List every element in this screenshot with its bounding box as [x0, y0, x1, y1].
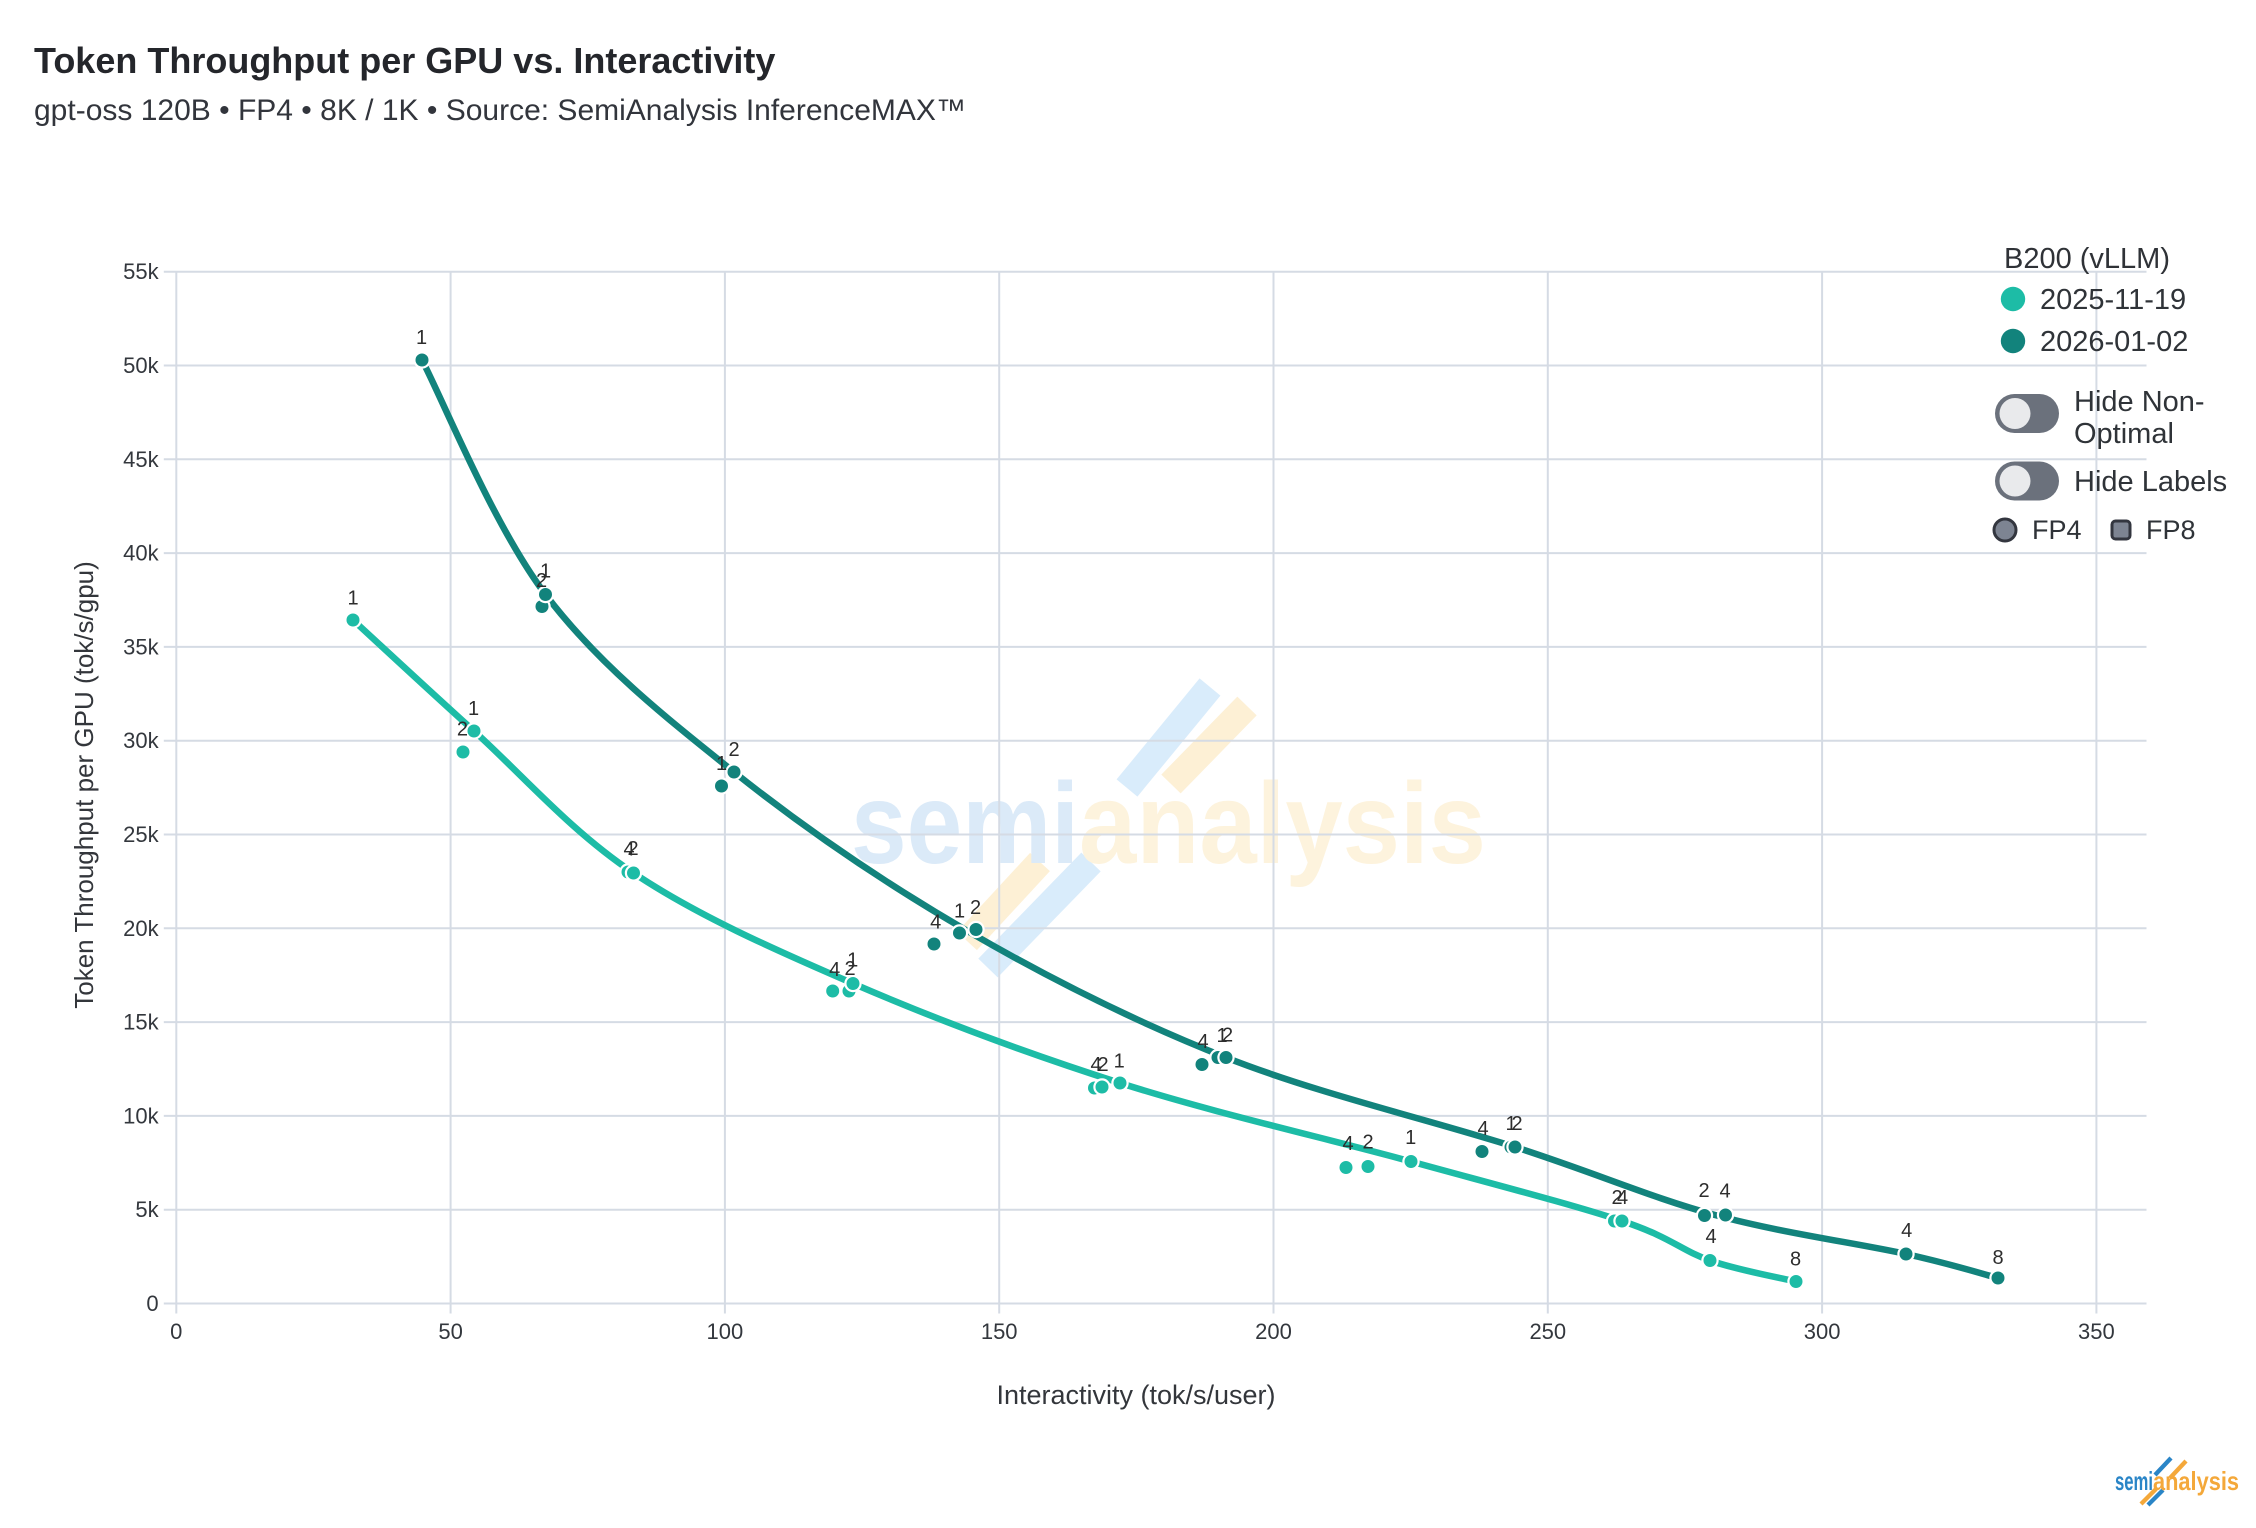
svg-text:50: 50 — [438, 1319, 462, 1344]
svg-text:2: 2 — [1222, 1025, 1233, 1047]
svg-text:FP4: FP4 — [2032, 515, 2082, 545]
svg-text:2: 2 — [970, 897, 981, 919]
svg-text:2026-01-02: 2026-01-02 — [2040, 326, 2188, 358]
svg-text:100: 100 — [707, 1319, 744, 1344]
svg-text:350: 350 — [2078, 1319, 2115, 1344]
svg-text:analysis: analysis — [1079, 760, 1486, 888]
svg-text:Token Throughput per GPU vs. I: Token Throughput per GPU vs. Interactivi… — [34, 40, 775, 81]
svg-text:20k: 20k — [123, 916, 159, 941]
svg-text:B200 (vLLM): B200 (vLLM) — [2004, 243, 2170, 275]
svg-text:1: 1 — [540, 561, 551, 583]
svg-text:1: 1 — [716, 753, 727, 775]
svg-text:15k: 15k — [123, 1010, 159, 1035]
svg-text:semi: semi — [2115, 1466, 2153, 1496]
svg-text:55k: 55k — [123, 259, 159, 284]
svg-text:10k: 10k — [123, 1103, 159, 1128]
svg-text:4: 4 — [1477, 1118, 1488, 1140]
svg-text:2: 2 — [536, 570, 547, 592]
svg-text:4: 4 — [1901, 1220, 1912, 1242]
svg-text:1: 1 — [416, 327, 427, 349]
svg-text:Hide Non-: Hide Non- — [2074, 386, 2205, 418]
svg-text:Hide Labels: Hide Labels — [2074, 466, 2227, 498]
svg-text:4: 4 — [1705, 1226, 1716, 1248]
svg-text:8: 8 — [1790, 1249, 1801, 1271]
svg-text:4: 4 — [623, 839, 634, 861]
svg-text:4: 4 — [829, 959, 840, 981]
svg-text:8: 8 — [1992, 1247, 2003, 1269]
svg-text:1: 1 — [1114, 1051, 1125, 1073]
svg-text:2: 2 — [1362, 1132, 1373, 1154]
svg-text:150: 150 — [981, 1319, 1018, 1344]
svg-text:1: 1 — [1216, 1025, 1227, 1047]
svg-text:1: 1 — [468, 698, 479, 720]
svg-text:analysis: analysis — [2153, 1466, 2239, 1496]
svg-text:semi: semi — [851, 760, 1079, 888]
svg-text:4: 4 — [1342, 1133, 1353, 1155]
svg-text:35k: 35k — [123, 634, 159, 659]
svg-text:4: 4 — [1617, 1187, 1628, 1209]
svg-text:4: 4 — [1090, 1054, 1101, 1076]
svg-text:50k: 50k — [123, 353, 159, 378]
svg-text:4: 4 — [930, 911, 941, 933]
svg-text:2: 2 — [627, 838, 638, 860]
svg-text:30k: 30k — [123, 728, 159, 753]
svg-text:2: 2 — [457, 719, 468, 741]
svg-text:2: 2 — [844, 958, 855, 980]
svg-text:0: 0 — [170, 1319, 182, 1344]
svg-text:45k: 45k — [123, 447, 159, 472]
svg-text:4: 4 — [1197, 1031, 1208, 1053]
svg-text:25k: 25k — [123, 822, 159, 847]
svg-text:300: 300 — [1804, 1319, 1841, 1344]
svg-text:0: 0 — [146, 1291, 158, 1316]
svg-text:gpt-oss 120B • FP4 • 8K / 1K •: gpt-oss 120B • FP4 • 8K / 1K • Source: S… — [34, 94, 966, 127]
svg-text:250: 250 — [1529, 1319, 1566, 1344]
svg-text:Token Throughput per GPU (tok/: Token Throughput per GPU (tok/s/gpu) — [69, 561, 99, 1009]
svg-text:Optimal: Optimal — [2074, 418, 2174, 450]
svg-text:Interactivity (tok/s/user): Interactivity (tok/s/user) — [996, 1380, 1275, 1410]
svg-text:1: 1 — [847, 950, 858, 972]
svg-text:1: 1 — [347, 588, 358, 610]
svg-text:4: 4 — [1719, 1181, 1730, 1203]
svg-text:2: 2 — [1611, 1187, 1622, 1209]
svg-text:200: 200 — [1255, 1319, 1292, 1344]
svg-text:5k: 5k — [135, 1197, 159, 1222]
svg-text:1: 1 — [954, 901, 965, 923]
svg-text:2025-11-19: 2025-11-19 — [2040, 284, 2186, 316]
svg-text:2: 2 — [1097, 1054, 1108, 1076]
svg-text:2: 2 — [728, 739, 739, 761]
svg-text:1: 1 — [1505, 1113, 1516, 1135]
svg-text:2: 2 — [1698, 1180, 1709, 1202]
svg-text:1: 1 — [1405, 1127, 1416, 1149]
svg-text:40k: 40k — [123, 541, 159, 566]
svg-text:FP8: FP8 — [2146, 515, 2196, 545]
svg-text:2: 2 — [1511, 1113, 1522, 1135]
